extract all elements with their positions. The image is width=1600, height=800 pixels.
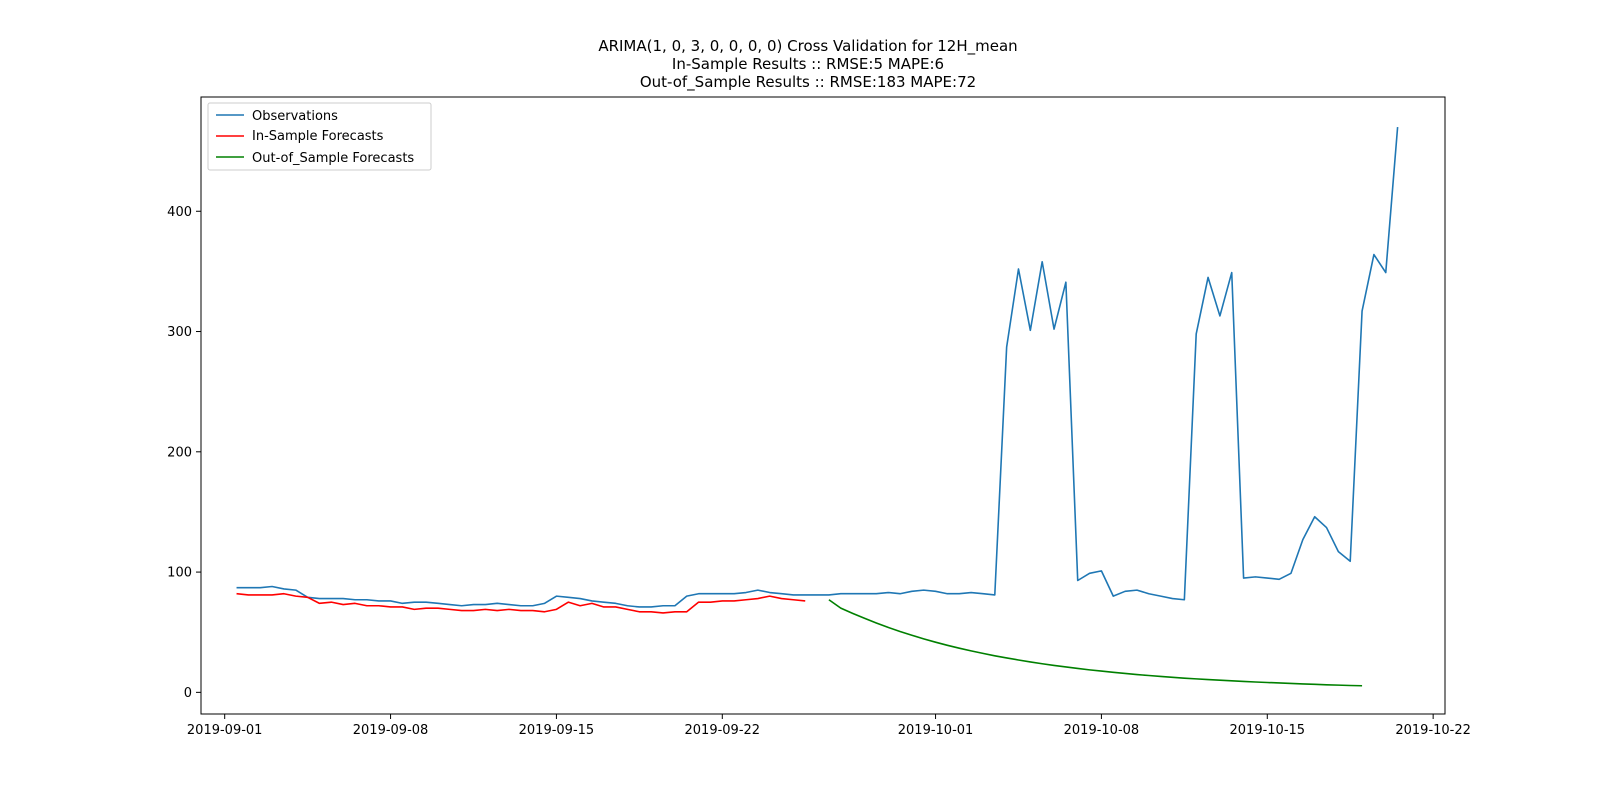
x-tick-label: 2019-10-15 [1230, 723, 1306, 738]
legend-box [207, 102, 432, 171]
series-layer [236, 127, 1399, 687]
x-tick-label: 2019-10-22 [1395, 723, 1471, 738]
legend-entry-in-sample: In-Sample Forecasts [216, 129, 384, 144]
x-tick-label: 2019-09-01 [187, 723, 263, 738]
y-axis: 0 100 200 300 400 [167, 205, 201, 701]
y-tick-label: 300 [167, 325, 192, 340]
title-line-2: In-Sample Results :: RMSE:5 MAPE:6 [672, 55, 944, 73]
legend: Observations In-Sample Forecasts Out-of_… [207, 102, 432, 171]
legend-label-observations: Observations [252, 109, 338, 124]
title-line-1: ARIMA(1, 0, 3, 0, 0, 0, 0) Cross Validat… [598, 37, 1017, 56]
chart-title: ARIMA(1, 0, 3, 0, 0, 0, 0) Cross Validat… [598, 37, 1017, 92]
series-line-out-of-sample-forecasts [828, 599, 1363, 687]
legend-entry-observations: Observations [216, 109, 338, 124]
x-tick-label: 2019-10-01 [898, 723, 974, 738]
x-tick-label: 2019-09-15 [519, 723, 595, 738]
plot-frame [200, 96, 1446, 715]
x-tick-label: 2019-10-08 [1064, 723, 1140, 738]
y-tick-label: 100 [167, 566, 192, 581]
x-tick-label: 2019-09-08 [353, 723, 429, 738]
series-line-in-sample-forecasts [236, 592, 806, 614]
legend-entry-out-of-sample: Out-of_Sample Forecasts [216, 151, 414, 166]
legend-label-out-of-sample: Out-of_Sample Forecasts [252, 151, 414, 166]
y-tick-label: 200 [167, 445, 192, 460]
title-line-3: Out-of_Sample Results :: RMSE:183 MAPE:7… [640, 73, 976, 92]
legend-label-in-sample: In-Sample Forecasts [252, 129, 384, 144]
series-line-observations [236, 127, 1399, 608]
y-tick-label: 0 [184, 686, 192, 701]
y-tick-label: 400 [167, 205, 192, 220]
x-axis: 2019-09-01 2019-09-08 2019-09-15 2019-09-22… [187, 714, 1471, 738]
x-tick-label: 2019-09-22 [685, 723, 761, 738]
